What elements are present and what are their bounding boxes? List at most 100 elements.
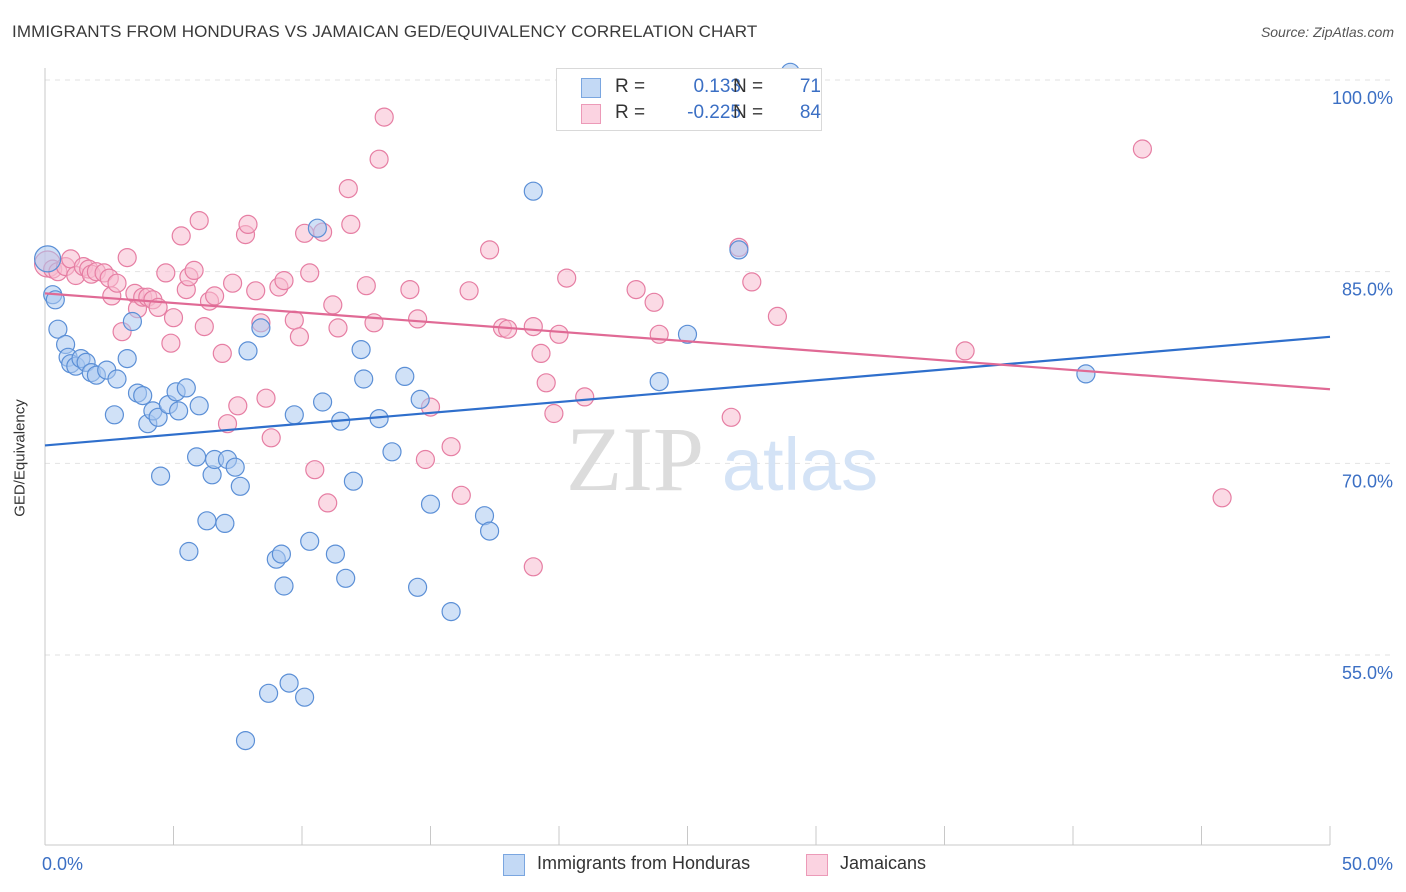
jamaicans-point	[318, 493, 338, 513]
y-tick-label: 70.0%	[1342, 471, 1393, 491]
jamaicans-point	[531, 343, 551, 363]
honduras-point	[238, 341, 258, 361]
y-tick-label: 100.0%	[1332, 88, 1393, 108]
honduras-point	[284, 405, 304, 425]
honduras-point	[197, 511, 217, 531]
honduras-point	[259, 683, 279, 703]
honduras-point	[169, 401, 189, 421]
honduras-point	[176, 378, 196, 398]
honduras-point	[48, 319, 68, 339]
jamaicans-point	[284, 310, 304, 330]
jamaicans-point	[300, 263, 320, 283]
jamaicans-point	[189, 211, 209, 231]
jamaicans-point	[415, 449, 435, 470]
honduras-point	[133, 386, 153, 406]
honduras-points	[33, 62, 1096, 751]
honduras-point	[480, 521, 500, 541]
honduras-point	[1076, 364, 1096, 384]
honduras-point	[395, 366, 415, 386]
honduras-point	[408, 577, 428, 597]
jamaicans-point	[523, 317, 543, 337]
jamaicans-trend-line	[44, 292, 1331, 391]
jamaicans-point	[575, 387, 595, 407]
honduras-trend-line	[44, 335, 1331, 447]
jamaicans-point	[523, 557, 543, 577]
honduras-point	[295, 687, 315, 707]
jamaicans-point	[1212, 488, 1232, 508]
honduras-point	[189, 396, 209, 416]
source-label: Source: ZipAtlas.com	[1260, 24, 1394, 40]
honduras-point	[523, 181, 543, 201]
watermark-zip: ZIP	[566, 408, 704, 510]
jamaicans-point	[184, 260, 204, 280]
honduras-point	[122, 311, 142, 332]
x-tick-label: 0.0%	[42, 854, 83, 874]
watermark: ZIP atlas	[566, 408, 878, 510]
honduras-point	[271, 544, 291, 564]
jamaicans-point	[341, 214, 361, 234]
legend-swatch-pink	[581, 104, 601, 124]
grid-lines	[45, 79, 1390, 656]
jamaicans-point	[644, 292, 664, 312]
jamaicans-point	[163, 308, 184, 328]
honduras-point	[410, 389, 430, 409]
legend-r-value: -0.225	[687, 102, 741, 123]
honduras-point	[225, 457, 245, 477]
jamaicans-point	[536, 373, 556, 393]
honduras-point	[325, 544, 345, 564]
jamaicans-point	[212, 343, 232, 363]
honduras-point	[230, 476, 250, 496]
jamaicans-point	[171, 226, 191, 246]
axes	[44, 68, 1331, 846]
chart-title: IMMIGRANTS FROM HONDURAS VS JAMAICAN GED…	[12, 22, 758, 41]
jamaicans-point	[459, 281, 479, 301]
y-tick-label: 55.0%	[1342, 663, 1393, 683]
honduras-point	[107, 369, 127, 389]
y-axis-label: GED/Equivalency	[11, 399, 29, 517]
honduras-point	[148, 407, 168, 427]
honduras-point	[343, 471, 363, 491]
jamaicans-point	[156, 263, 176, 283]
jamaicans-point	[374, 107, 394, 127]
honduras-point	[279, 673, 299, 693]
jamaicans-point	[408, 309, 428, 329]
jamaicans-point	[238, 214, 258, 234]
honduras-point	[235, 730, 256, 751]
honduras-point	[649, 372, 669, 392]
jamaicans-point	[544, 403, 564, 424]
honduras-point	[274, 576, 294, 596]
jamaicans-point	[328, 318, 348, 338]
honduras-point	[354, 369, 374, 389]
honduras-point	[179, 541, 199, 562]
jamaicans-point	[289, 327, 309, 347]
jamaicans-point	[767, 306, 788, 326]
jamaicans-point	[356, 276, 376, 296]
x-tick-label: 50.0%	[1342, 854, 1393, 874]
honduras-point	[313, 392, 333, 412]
honduras-point	[677, 324, 698, 344]
jamaicans-point	[223, 273, 243, 293]
honduras-point	[307, 218, 327, 238]
legend-r-label: R =	[615, 76, 646, 97]
legend-swatch-pink	[806, 854, 828, 876]
legend-label-honduras: Immigrants from Honduras	[537, 853, 751, 873]
jamaicans-point	[480, 240, 500, 260]
trend-lines	[44, 292, 1331, 447]
jamaicans-point	[369, 149, 389, 169]
jamaicans-point	[400, 280, 420, 300]
honduras-point	[187, 447, 207, 467]
jamaicans-point	[217, 414, 238, 434]
honduras-point	[441, 601, 461, 622]
jamaicans-point	[955, 341, 975, 361]
honduras-point	[351, 340, 371, 360]
honduras-point	[104, 405, 125, 425]
jamaicans-point	[117, 248, 137, 268]
jamaicans-point	[338, 179, 358, 199]
jamaicans-point	[549, 324, 569, 344]
honduras-point	[33, 245, 62, 273]
jamaicans-point	[441, 437, 461, 457]
legend-n-label: N =	[733, 76, 764, 97]
jamaicans-point	[305, 460, 325, 480]
jamaicans-point	[246, 281, 266, 301]
